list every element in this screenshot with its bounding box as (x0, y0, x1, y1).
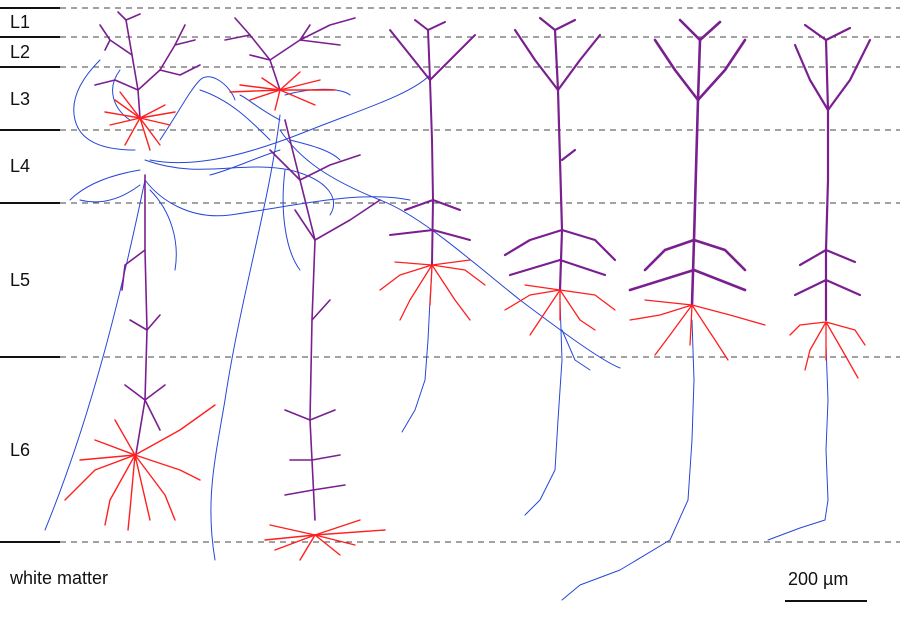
layer-label-l2: L2 (10, 42, 30, 62)
neuron-2-basal-dendrites (229, 71, 386, 561)
neuron-3-basal-dendrites (379, 259, 486, 321)
neuron-5-basal-dendrites (629, 299, 766, 361)
layer-label-l3: L3 (10, 89, 30, 109)
neuron-4-apical-dendrite (503, 16, 617, 292)
neuron-5 (561, 18, 766, 601)
neuron-3-apical-dendrite (389, 19, 476, 266)
layer-label-l4: L4 (10, 156, 30, 176)
neuron-6-apical-dendrite (793, 23, 872, 322)
neuron-3-axon (401, 267, 433, 433)
neuron-1-axon (44, 59, 431, 531)
scale-bar-label: 200 µm (788, 569, 848, 589)
neuron-1-apical-dendrite (94, 11, 201, 461)
neuron-6 (767, 23, 872, 541)
neuron-3 (379, 19, 486, 433)
neuron-4-basal-dendrites (504, 284, 616, 336)
neuron-2-apical-dendrite (224, 17, 381, 521)
neuron-4-axon (524, 299, 591, 516)
neuron-5-axon (561, 319, 695, 601)
layer-labels: L1 L2 L3 L4 L5 L6 white matter (9, 12, 108, 588)
neuron-1-basal-dendrites (64, 91, 216, 531)
neuron-6-basal-dendrites (789, 321, 866, 379)
neuron-2 (209, 17, 621, 561)
layer-label-l1: L1 (10, 12, 30, 32)
neuron-1 (44, 11, 431, 531)
layer-label-l6: L6 (10, 440, 30, 460)
neuron-6-axon (767, 344, 829, 541)
scale-bar: 200 µm (785, 569, 867, 602)
neuron-2-axon (209, 88, 621, 561)
neuron-4 (503, 16, 617, 516)
layer-label-white-matter: white matter (9, 568, 108, 588)
layer-boundaries (0, 7, 900, 543)
layer-label-l5: L5 (10, 270, 30, 290)
neuron-5-apical-dendrite (628, 18, 747, 307)
